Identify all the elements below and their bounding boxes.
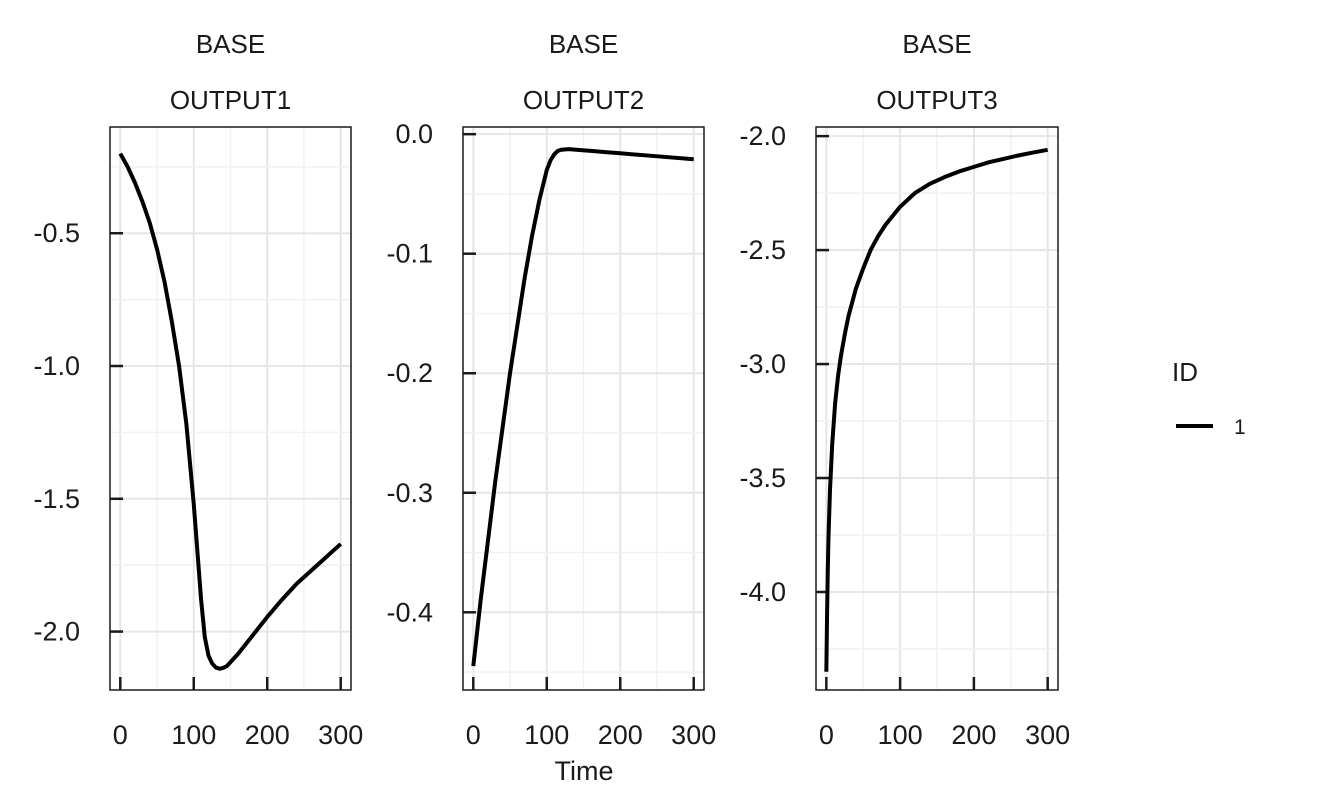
y-tick-label: -3.5 bbox=[739, 463, 786, 493]
y-tick-label: -1.5 bbox=[33, 484, 80, 514]
y-tick-label: 0.0 bbox=[395, 119, 433, 149]
x-tick-label: 100 bbox=[171, 720, 216, 750]
y-tick-label: -2.0 bbox=[739, 121, 786, 151]
legend: ID 1 bbox=[1172, 357, 1246, 439]
y-tick-label: -0.1 bbox=[386, 239, 433, 269]
y-tick-label: -0.3 bbox=[386, 478, 433, 508]
strip-label-top: BASE bbox=[902, 29, 971, 59]
strip-label-top: BASE bbox=[549, 29, 618, 59]
panel-1: BASE OUTPUT1 -0.5 -1.0 -1.5 -2.0 0 100 200 300 bbox=[33, 29, 363, 750]
strip-label-bottom: OUTPUT2 bbox=[523, 85, 644, 115]
panel-border bbox=[815, 126, 1059, 691]
x-tick-label: 200 bbox=[245, 720, 290, 750]
x-tick-label: 0 bbox=[113, 720, 128, 750]
y-tick-label: -1.0 bbox=[33, 351, 80, 381]
panel-3: BASE OUTPUT3 -2.0 -2.5 -3.0 -3.5 -4.0 0 100 200 30… bbox=[739, 29, 1070, 750]
x-tick-label: 0 bbox=[819, 720, 834, 750]
x-tick-label: 100 bbox=[524, 720, 569, 750]
strip-label-bottom: OUTPUT3 bbox=[876, 85, 997, 115]
y-tick-label: -0.2 bbox=[386, 358, 433, 388]
panel-border bbox=[462, 126, 705, 691]
x-tick-label: 200 bbox=[598, 720, 643, 750]
y-tick-label: -4.0 bbox=[739, 577, 786, 607]
legend-entry-label: 1 bbox=[1234, 416, 1246, 439]
x-tick-label: 300 bbox=[318, 720, 363, 750]
y-tick-label: -3.0 bbox=[739, 349, 786, 379]
panel-2: BASE OUTPUT2 0.0 -0.1 -0.2 -0.3 -0.4 0 100 200 300 bbox=[386, 29, 716, 750]
x-tick-label: 300 bbox=[1025, 720, 1070, 750]
y-tick-label: -2.0 bbox=[33, 617, 80, 647]
x-tick-label: 200 bbox=[951, 720, 996, 750]
series-line-1 bbox=[471, 147, 694, 667]
panel-border bbox=[109, 126, 352, 691]
x-tick-label: 0 bbox=[466, 720, 481, 750]
y-tick-label: -0.5 bbox=[33, 218, 80, 248]
series-line-1 bbox=[824, 147, 1049, 672]
legend-title: ID bbox=[1172, 357, 1198, 387]
strip-label-top: BASE bbox=[196, 29, 265, 59]
y-tick-label: -2.5 bbox=[739, 235, 786, 265]
x-tick-label: 100 bbox=[878, 720, 923, 750]
y-tick-label: -0.4 bbox=[386, 597, 433, 627]
series-line-1 bbox=[118, 152, 343, 671]
x-tick-label: 300 bbox=[671, 720, 716, 750]
strip-label-bottom: OUTPUT1 bbox=[170, 85, 291, 115]
x-axis-title: Time bbox=[555, 756, 614, 786]
